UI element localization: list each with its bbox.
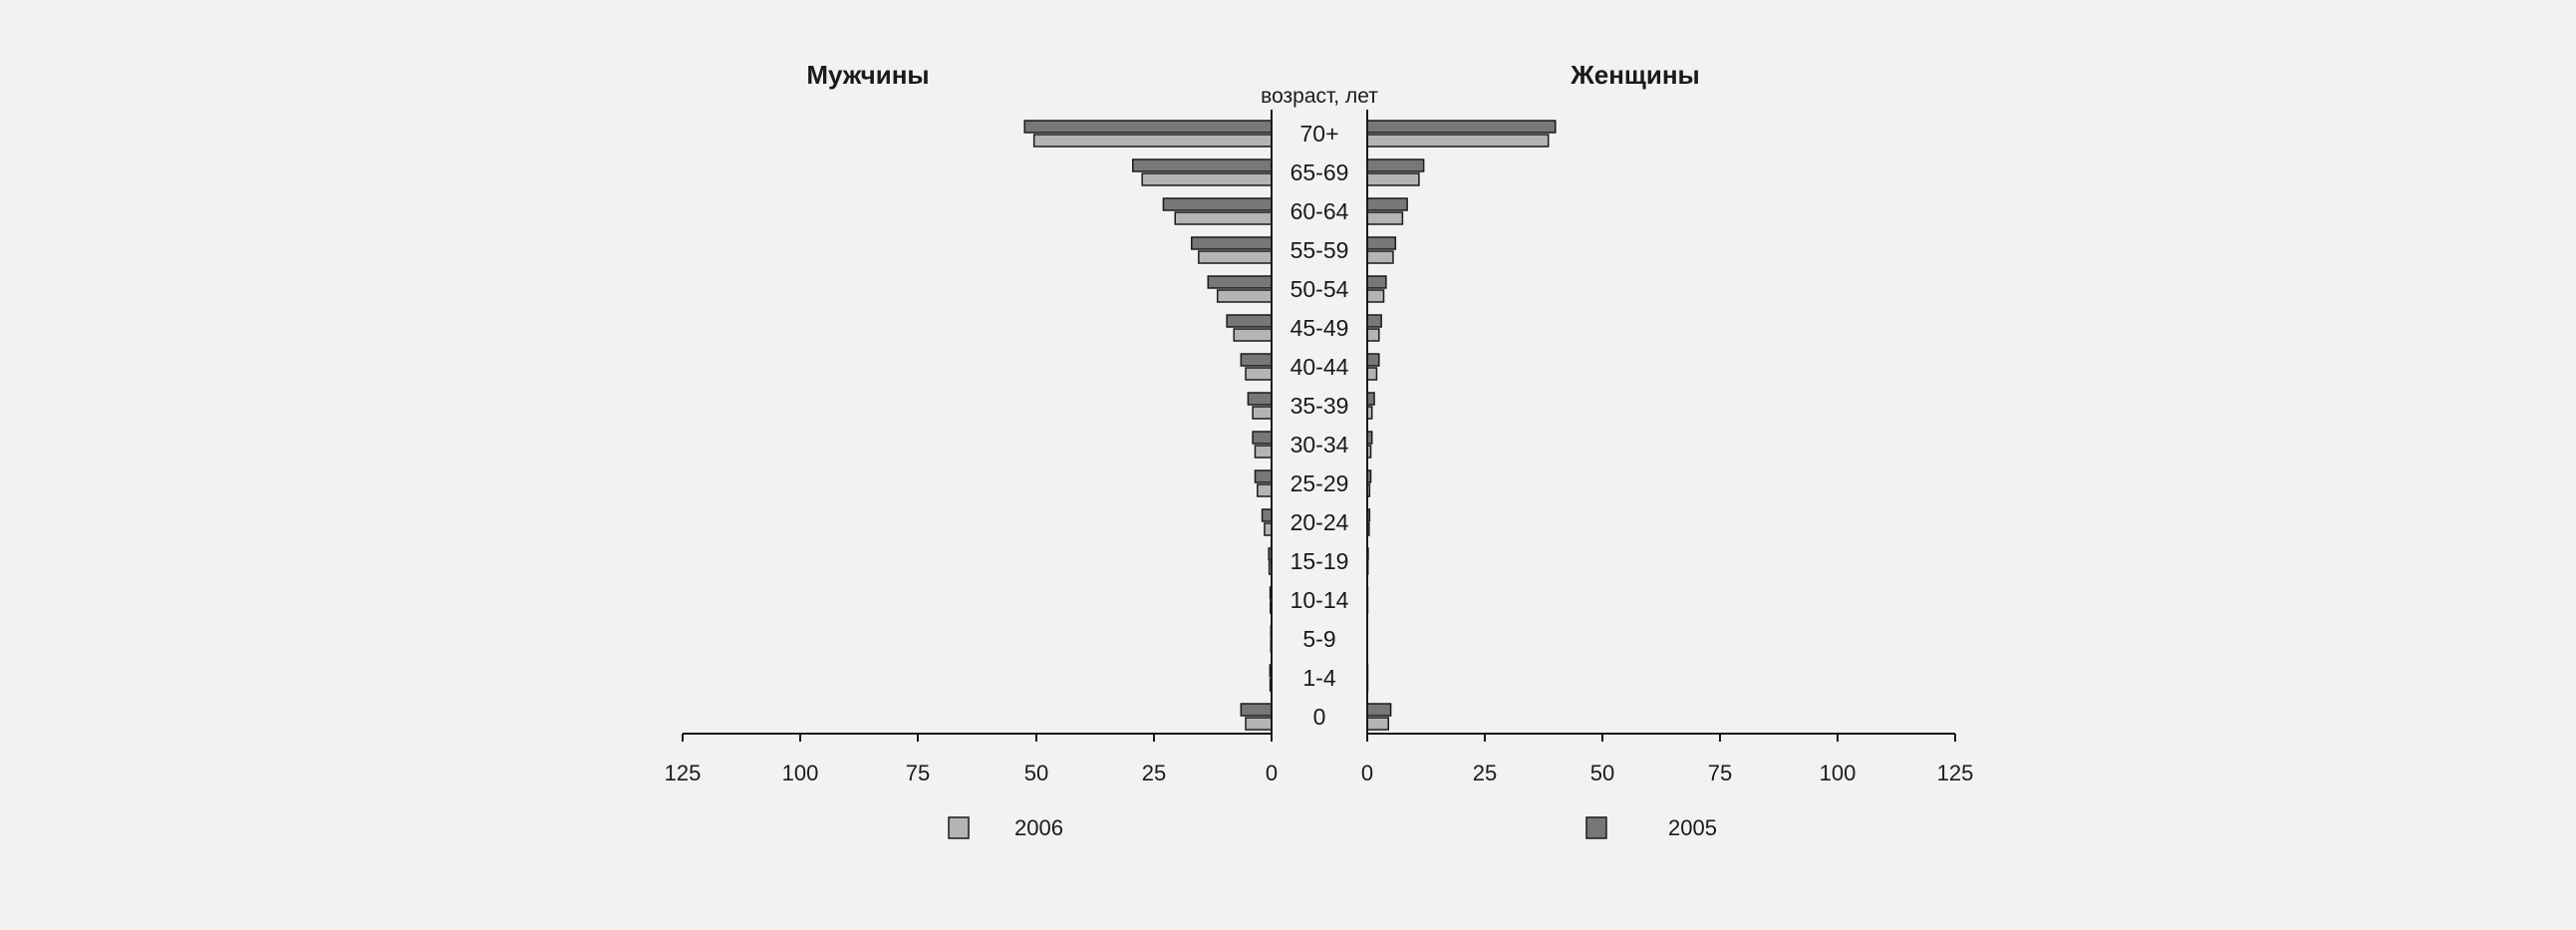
bar-female-2006: [1367, 368, 1376, 380]
bar-male-2005: [1241, 704, 1272, 716]
age-label-layer: 70+ 65-69 60-64 55-59 50-54 45-49 40-44 35-39 30…: [1290, 121, 1349, 730]
age-label: 30-34: [1290, 432, 1349, 458]
bar-male-2006: [1199, 251, 1272, 263]
legend-label-2006: 2006: [1014, 815, 1063, 840]
bar-male-2006: [1218, 290, 1272, 302]
age-label: 15-19: [1290, 548, 1349, 574]
bar-male-2005: [1163, 198, 1272, 210]
bar-male-2006: [1253, 407, 1272, 419]
bar-male-2005: [1227, 315, 1272, 327]
bar-female-2005: [1367, 393, 1374, 405]
bar-female-2005: [1367, 237, 1395, 249]
age-label: 65-69: [1290, 159, 1349, 185]
bar-female-2006: [1367, 290, 1384, 302]
x-tick-label: 0: [1266, 761, 1278, 785]
bar-female-2005: [1367, 198, 1407, 210]
bar-female-2006: [1367, 251, 1393, 263]
bar-male-2005: [1248, 393, 1272, 405]
x-tick-label: 25: [1142, 761, 1166, 785]
bar-female-2005: [1367, 704, 1391, 716]
bar-female-2005: [1367, 315, 1381, 327]
bar-male-2005: [1241, 354, 1272, 366]
age-label: 1-4: [1302, 665, 1335, 691]
x-tick-label: 50: [1590, 761, 1614, 785]
legend-label-2005: 2005: [1668, 815, 1717, 840]
bar-male-2006: [1234, 329, 1272, 341]
legend-swatch-2005: [1586, 817, 1606, 838]
x-tick-label: 75: [906, 761, 930, 785]
bar-female-2005: [1367, 159, 1424, 171]
bar-male-2006: [1175, 212, 1272, 224]
x-tick-label: 50: [1024, 761, 1048, 785]
bar-female-2006: [1367, 212, 1402, 224]
bar-male-2006: [1258, 484, 1272, 496]
legend: 2006 2005: [949, 815, 1717, 840]
x-tick-label: 100: [1820, 761, 1857, 785]
age-label: 60-64: [1290, 198, 1349, 224]
age-label: 70+: [1299, 121, 1338, 147]
age-label: 10-14: [1290, 587, 1349, 613]
bar-male-2005: [1208, 276, 1272, 288]
age-label: 20-24: [1290, 509, 1349, 535]
tick-layer: 125 100 75 50 25 0 0 25 50 75 100 125: [665, 734, 1974, 785]
right-title: Женщины: [1570, 60, 1700, 90]
x-tick-label: 0: [1361, 761, 1373, 785]
x-tick-label: 75: [1708, 761, 1732, 785]
bar-male-2006: [1246, 368, 1272, 380]
bar-female-2005: [1367, 354, 1379, 366]
left-title: Мужчины: [806, 60, 929, 90]
bar-male-2005: [1253, 432, 1272, 444]
age-label: 5-9: [1302, 626, 1335, 652]
bar-male-2005: [1133, 159, 1272, 171]
legend-swatch-2006: [949, 817, 969, 838]
bar-male-2005: [1263, 509, 1272, 521]
bar-male-2006: [1142, 173, 1272, 185]
bar-female-2005: [1367, 121, 1556, 133]
bar-female-2006: [1367, 173, 1419, 185]
x-tick-label: 125: [1937, 761, 1974, 785]
age-label: 40-44: [1290, 354, 1349, 380]
age-label: 45-49: [1290, 315, 1349, 341]
center-axis-title: возраст, лет: [1261, 85, 1378, 108]
x-tick-label: 25: [1473, 761, 1497, 785]
age-label: 50-54: [1290, 276, 1349, 302]
bar-male-2005: [1024, 121, 1272, 133]
x-tick-label: 125: [665, 761, 702, 785]
bar-female-2006: [1367, 718, 1388, 730]
age-label: 25-29: [1290, 470, 1349, 496]
bar-male-2005: [1255, 470, 1272, 482]
bar-male-2006: [1255, 446, 1272, 458]
bar-female-2006: [1367, 329, 1379, 341]
bar-male-2006: [1265, 523, 1272, 535]
bar-female-2006: [1367, 135, 1549, 147]
x-tick-label: 100: [782, 761, 819, 785]
bar-male-2006: [1034, 135, 1272, 147]
age-label: 55-59: [1290, 237, 1349, 263]
bar-male-2006: [1246, 718, 1272, 730]
age-label: 0: [1313, 704, 1326, 730]
age-label: 35-39: [1290, 393, 1349, 419]
bar-female-2005: [1367, 276, 1386, 288]
bar-male-2005: [1192, 237, 1272, 249]
